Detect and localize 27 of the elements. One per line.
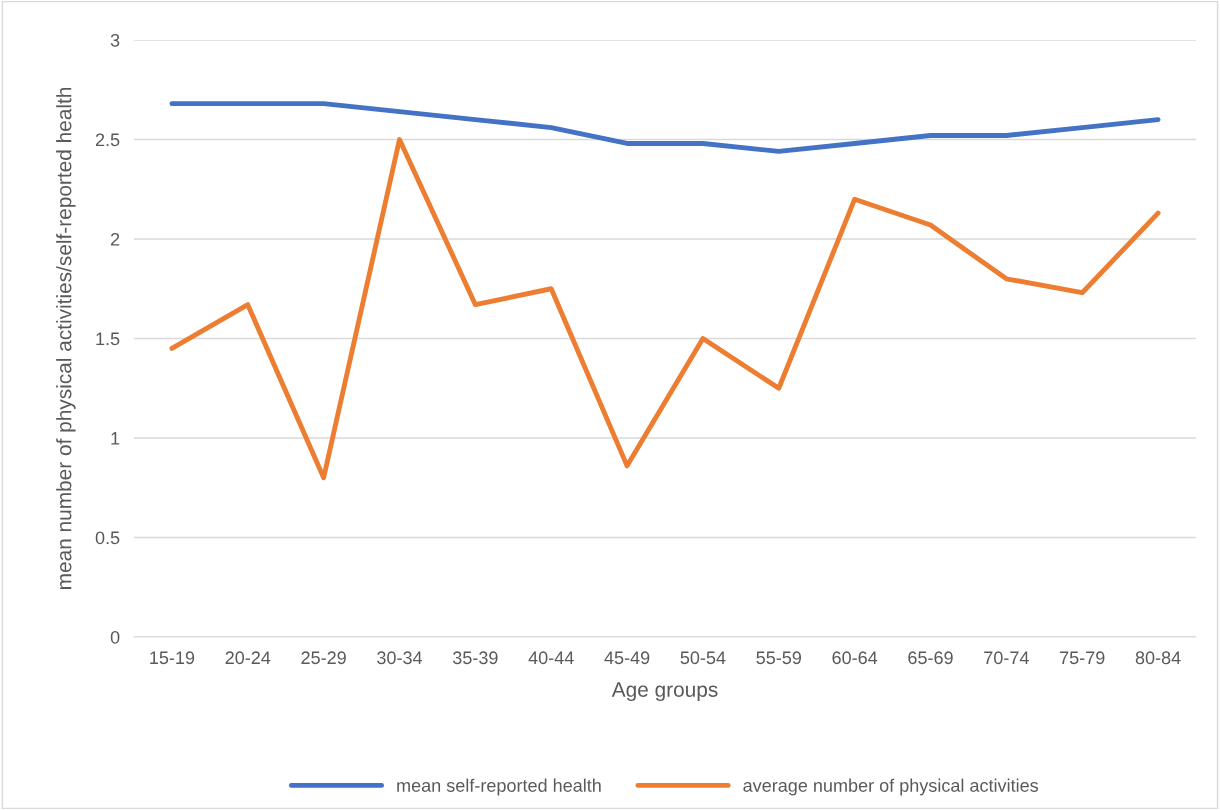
x-tick-label: 20-24 (225, 651, 271, 665)
y-tick-label: 0.5 (95, 531, 120, 545)
y-axis-title: mean number of physical activities/self-reported health (56, 87, 76, 589)
x-tick-label: 40-44 (528, 651, 574, 665)
x-tick-label: 80-84 (1135, 651, 1181, 665)
y-tick-label: 1 (111, 432, 120, 445)
x-tick-label: 55-59 (756, 651, 802, 665)
y-tick-label: 2.5 (95, 133, 120, 147)
x-tick-label: 35-39 (452, 651, 498, 665)
line-series (169, 101, 1161, 154)
y-tick-label: 2 (110, 232, 120, 246)
x-tick-label: 30-34 (377, 651, 423, 665)
x-tick-label: 25-29 (301, 651, 346, 665)
x-tick-label: 75-79 (1060, 651, 1105, 665)
line-series (169, 137, 1161, 481)
y-tick-label: 3 (110, 33, 120, 47)
x-axis-title: Age groups (611, 682, 718, 702)
y-tick-label: 0 (110, 630, 120, 644)
x-tick-label: 70-74 (984, 651, 1029, 665)
x-tick-label: 50-54 (680, 651, 726, 665)
x-tick-label: 45-49 (604, 651, 650, 665)
x-tick-label: 15-19 (150, 651, 195, 665)
legend-label: average number of physical activities (743, 778, 1039, 796)
x-tick-label: 65-69 (908, 651, 953, 665)
y-tick-label: 1.5 (96, 332, 120, 346)
legend-label: mean self-reported health (397, 778, 601, 796)
x-tick-label: 60-64 (832, 651, 878, 665)
